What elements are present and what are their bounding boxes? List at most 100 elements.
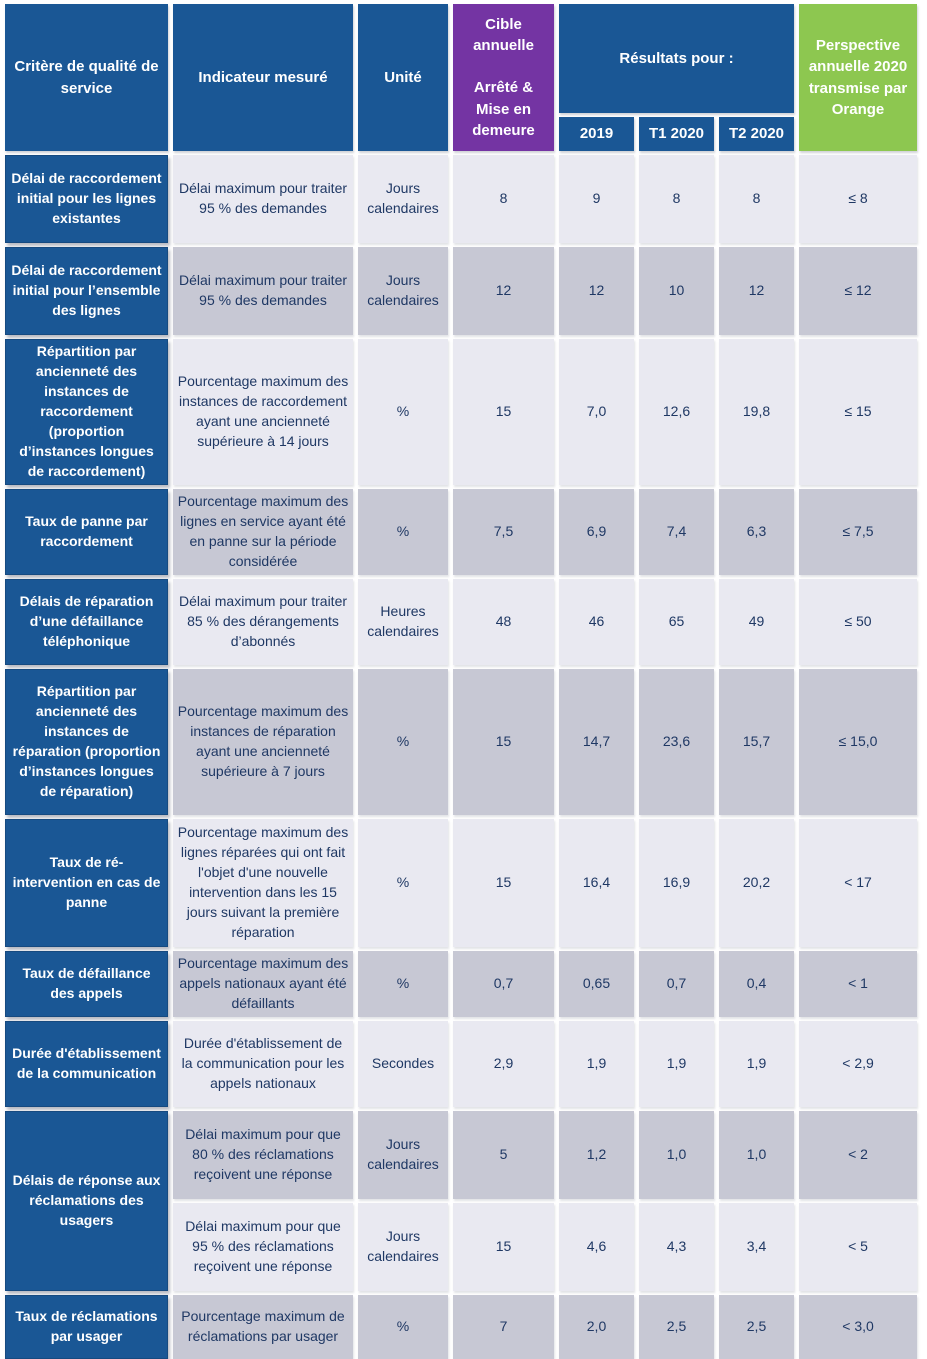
header-col-2019: 2019 [559, 117, 634, 151]
header-row-1: Critère de qualité de service Indicateur… [5, 4, 918, 151]
table-row: Délais de réparation d’une défaillance t… [5, 579, 918, 665]
row-criterion: Taux de défaillance des appels [5, 951, 168, 1017]
table-row: Délai maximum pour que 95 % des réclamat… [5, 1203, 918, 1291]
row-indicator: Pourcentage maximum de réclamations par … [173, 1295, 353, 1359]
row-criterion: Répartition par ancienneté des instances… [5, 339, 168, 485]
table-row: Durée d'établissement de la communicatio… [5, 1021, 918, 1107]
table-row: Taux de défaillance des appels Pourcenta… [5, 951, 918, 1017]
header-results-label: Résultats pour : [559, 4, 795, 113]
row-perspective: ≤ 50 [799, 579, 918, 665]
row-perspective: ≤ 15,0 [799, 669, 918, 815]
row-target: 8 [453, 155, 554, 243]
row-target: 15 [453, 1203, 554, 1291]
row-result-t1-2020: 8 [639, 155, 714, 243]
row-perspective: ≤ 12 [799, 247, 918, 335]
row-perspective: < 3,0 [799, 1295, 918, 1359]
header-perspective: Perspective annuelle 2020 transmise par … [799, 4, 918, 151]
row-result-t1-2020: 1,9 [639, 1021, 714, 1107]
row-indicator: Pourcentage maximum des lignes réparées … [173, 819, 353, 947]
row-criterion: Délai de raccordement initial pour l’ens… [5, 247, 168, 335]
header-col-t2-2020: T2 2020 [719, 117, 795, 151]
row-unit: % [358, 951, 448, 1017]
row-result-t1-2020: 16,9 [639, 819, 714, 947]
row-unit: Jours calendaires [358, 155, 448, 243]
row-perspective: < 1 [799, 951, 918, 1017]
row-criterion: Délais de réparation d’une défaillance t… [5, 579, 168, 665]
row-result-t2-2020: 2,5 [719, 1295, 795, 1359]
row-result-2019: 1,2 [559, 1111, 634, 1199]
row-indicator: Durée d'établissement de la communicatio… [173, 1021, 353, 1107]
table-row: Taux de ré-intervention en cas de panne … [5, 819, 918, 947]
row-indicator: Délai maximum pour traiter 95 % des dema… [173, 247, 353, 335]
row-indicator: Délai maximum pour que 80 % des réclamat… [173, 1111, 353, 1199]
row-criterion: Répartition par ancienneté des instances… [5, 669, 168, 815]
row-criterion: Délai de raccordement initial pour les l… [5, 155, 168, 243]
row-criterion: Taux de panne par raccordement [5, 489, 168, 575]
row-result-t1-2020: 65 [639, 579, 714, 665]
row-unit: % [358, 489, 448, 575]
row-indicator: Délai maximum pour traiter 95 % des dema… [173, 155, 353, 243]
row-result-t2-2020: 3,4 [719, 1203, 795, 1291]
row-perspective: ≤ 15 [799, 339, 918, 485]
row-result-2019: 7,0 [559, 339, 634, 485]
row-result-t1-2020: 4,3 [639, 1203, 714, 1291]
row-result-t2-2020: 8 [719, 155, 795, 243]
row-result-t2-2020: 15,7 [719, 669, 795, 815]
row-target: 15 [453, 339, 554, 485]
row-criterion: Taux de réclamations par usager [5, 1295, 168, 1359]
row-perspective: < 2 [799, 1111, 918, 1199]
row-result-t2-2020: 6,3 [719, 489, 795, 575]
row-indicator: Pourcentage maximum des instances de rép… [173, 669, 353, 815]
row-result-t2-2020: 1,0 [719, 1111, 795, 1199]
header-target-line1: Cible annuelle [473, 15, 534, 55]
row-result-t1-2020: 10 [639, 247, 714, 335]
row-criterion-merged: Délais de réponse aux réclamations des u… [5, 1111, 168, 1291]
row-indicator: Pourcentage maximum des instances de rac… [173, 339, 353, 485]
row-target: 15 [453, 819, 554, 947]
row-target: 2,9 [453, 1021, 554, 1107]
header-unit: Unité [358, 4, 448, 151]
row-target: 48 [453, 579, 554, 665]
header-indicator: Indicateur mesuré [173, 4, 353, 151]
row-result-2019: 4,6 [559, 1203, 634, 1291]
row-result-t2-2020: 19,8 [719, 339, 795, 485]
table-row: Délai de raccordement initial pour les l… [5, 155, 918, 243]
row-unit: Jours calendaires [358, 1203, 448, 1291]
row-criterion: Taux de ré-intervention en cas de panne [5, 819, 168, 947]
row-target: 5 [453, 1111, 554, 1199]
row-unit: Heures calendaires [358, 579, 448, 665]
row-unit: % [358, 1295, 448, 1359]
row-unit: Jours calendaires [358, 247, 448, 335]
row-result-2019: 12 [559, 247, 634, 335]
row-result-t2-2020: 12 [719, 247, 795, 335]
row-result-2019: 2,0 [559, 1295, 634, 1359]
row-result-2019: 9 [559, 155, 634, 243]
row-result-2019: 46 [559, 579, 634, 665]
row-result-2019: 16,4 [559, 819, 634, 947]
row-unit: % [358, 819, 448, 947]
row-result-2019: 0,65 [559, 951, 634, 1017]
row-unit: Secondes [358, 1021, 448, 1107]
row-result-t1-2020: 7,4 [639, 489, 714, 575]
header-target-line2: Arrêté & Mise en demeure [472, 79, 535, 139]
row-result-t2-2020: 1,9 [719, 1021, 795, 1107]
header-row-2: 2019 T1 2020 T2 2020 [5, 117, 917, 151]
row-result-2019: 14,7 [559, 669, 634, 815]
row-target: 15 [453, 669, 554, 815]
table-row: Délais de réponse aux réclamations des u… [5, 1111, 918, 1291]
header-col-t1-2020: T1 2020 [639, 117, 714, 151]
table-row: Délai de raccordement initial pour l’ens… [5, 247, 918, 335]
row-perspective: < 2,9 [799, 1021, 918, 1107]
row-target: 12 [453, 247, 554, 335]
row-result-2019: 6,9 [559, 489, 634, 575]
row-indicator: Délai maximum pour traiter 85 % des déra… [173, 579, 353, 665]
table-row: Taux de réclamations par usager Pourcent… [5, 1295, 918, 1359]
header-target: Cible annuelle Arrêté & Mise en demeure [453, 4, 554, 151]
row-indicator: Pourcentage maximum des lignes en servic… [173, 489, 353, 575]
row-result-t1-2020: 1,0 [639, 1111, 714, 1199]
row-result-t1-2020: 2,5 [639, 1295, 714, 1359]
row-unit: % [358, 339, 448, 485]
table-row: Répartition par ancienneté des instances… [5, 669, 918, 815]
row-result-2019: 1,9 [559, 1021, 634, 1107]
